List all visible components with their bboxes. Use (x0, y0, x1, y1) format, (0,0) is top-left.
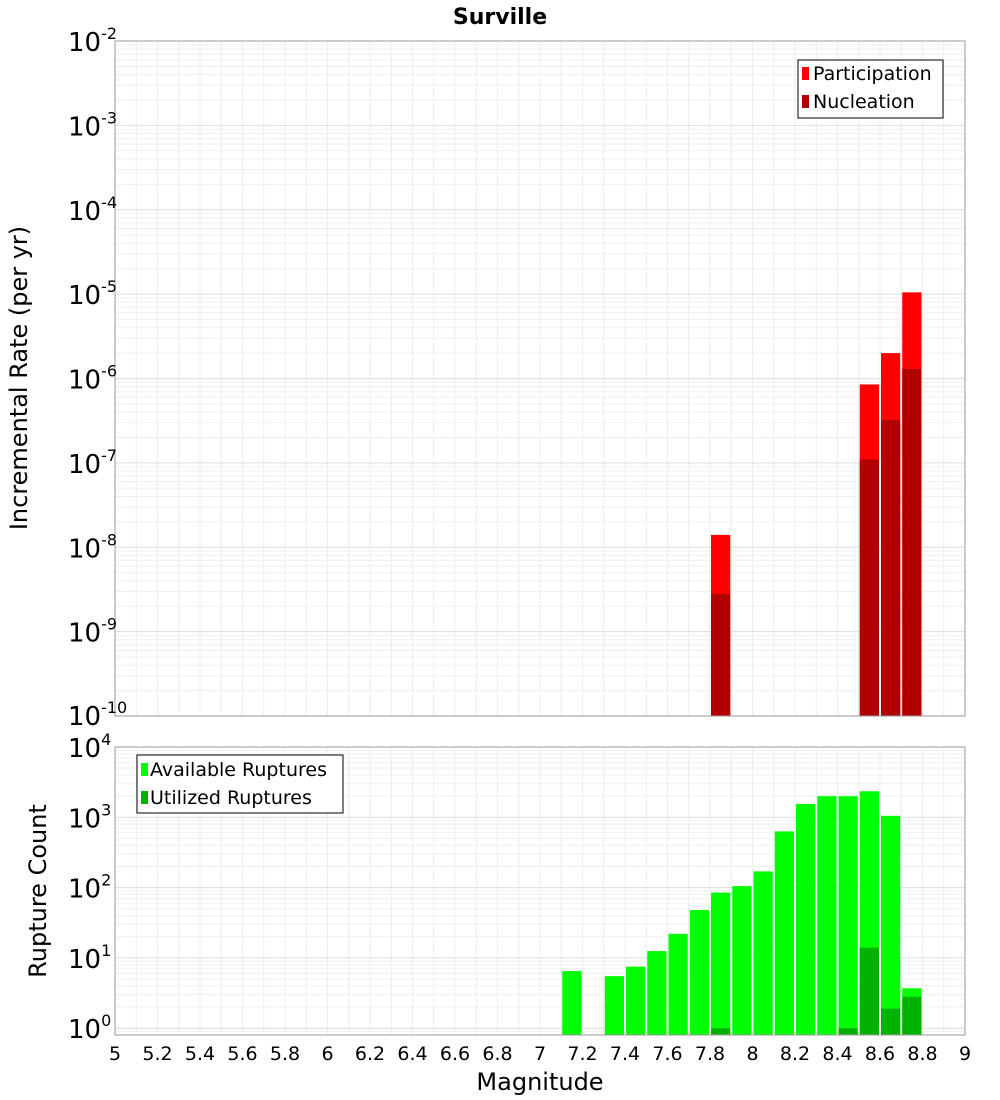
rate-y-tick-label: 10-7 (68, 446, 117, 480)
rate-bar-nucleation (711, 593, 731, 716)
magnitude-x-tick-label: 6.6 (440, 1043, 470, 1065)
count-y-tick-label: 100 (68, 1011, 111, 1045)
rate-legend: Participation Nucleation (797, 59, 944, 119)
magnitude-x-tick-label: 6 (321, 1043, 333, 1065)
count-y-tick-label: 102 (68, 871, 111, 905)
chart-title: Surville (453, 5, 547, 30)
count-bar-available-ruptures (668, 933, 688, 1035)
count-bar-utilized-ruptures (881, 1008, 901, 1035)
count-bar-available-ruptures (796, 803, 816, 1035)
magnitude-x-axis-label: Magnitude (476, 1068, 603, 1096)
count-plot-frame (114, 746, 966, 1036)
count-bar-available-ruptures (711, 892, 731, 1035)
magnitude-x-tick-label: 8.4 (822, 1043, 852, 1065)
rate-plot-frame (114, 40, 966, 717)
count-bar-utilized-ruptures (838, 1028, 858, 1035)
utilized-legend-swatch (141, 791, 148, 804)
count-bar-available-ruptures (817, 796, 837, 1035)
count-y-tick-label: 104 (68, 730, 111, 764)
count-bar-utilized-ruptures (859, 947, 879, 1035)
magnitude-x-tick-label: 9 (959, 1043, 971, 1065)
magnitude-x-tick-label: 6.8 (482, 1043, 512, 1065)
count-bar-available-ruptures (774, 831, 794, 1035)
rate-y-tick-label: 10-8 (68, 530, 117, 564)
rate-y-tick-label: 10-9 (68, 615, 117, 649)
rate-y-axis-label: Incremental Rate (per yr) (5, 226, 33, 530)
count-bar-utilized-ruptures (902, 996, 922, 1035)
rate-y-tick-label: 10-6 (68, 362, 117, 396)
nucleation-legend-label: Nucleation (813, 91, 915, 113)
count-legend-box (136, 754, 344, 814)
magnitude-x-tick-label: 5.6 (227, 1043, 257, 1065)
participation-legend-swatch (802, 67, 809, 80)
count-panel: 100 101 102 103 104 5 5.2 5.4 5.6 5.8 6 6.2 6.4 6.6 6… (24, 730, 971, 1096)
rate-legend-box (797, 59, 944, 119)
participation-legend-label: Participation (813, 63, 932, 85)
magnitude-x-tick-label: 6.4 (397, 1043, 427, 1065)
utilized-legend-label: Utilized Ruptures (150, 787, 312, 809)
count-bar-available-ruptures (732, 886, 752, 1035)
magnitude-x-tick-label: 5.2 (142, 1043, 172, 1065)
magnitude-x-tick-label: 7.2 (567, 1043, 597, 1065)
count-bar-available-ruptures (604, 976, 624, 1035)
rate-y-ticks: 10-10 10-9 10-8 10-7 10-6 10-5 10-4 10-3 10-2 (68, 24, 127, 732)
rate-y-tick-label: 10-10 (68, 698, 127, 732)
rate-bar-nucleation (902, 368, 922, 716)
magnitude-x-tick-label: 8 (746, 1043, 758, 1065)
rate-panel: 10-10 10-9 10-8 10-7 10-6 10-5 10-4 10-3 10-2 In… (5, 24, 966, 732)
rate-bar-nucleation (859, 459, 879, 716)
magnitude-x-tick-label: 5.8 (270, 1043, 300, 1065)
count-bar-available-ruptures (881, 815, 901, 1035)
count-y-axis-label: Rupture Count (24, 804, 52, 978)
count-y-tick-label: 103 (68, 800, 111, 834)
magnitude-x-tick-label: 8.2 (780, 1043, 810, 1065)
magnitude-x-tick-label: 5.4 (185, 1043, 215, 1065)
magnitude-x-tick-label: 7.4 (610, 1043, 640, 1065)
rate-y-tick-label: 10-3 (68, 108, 117, 142)
count-bar-available-ruptures (689, 910, 709, 1035)
rate-y-tick-label: 10-4 (68, 193, 117, 227)
count-bar-available-ruptures (838, 796, 858, 1035)
rate-bar-nucleation (881, 420, 901, 716)
available-legend-swatch (141, 763, 148, 776)
count-bar-available-ruptures (647, 951, 667, 1035)
count-bar-available-ruptures (562, 971, 582, 1035)
count-bars (562, 791, 922, 1035)
available-legend-label: Available Ruptures (150, 759, 327, 781)
count-y-ticks: 100 101 102 103 104 (68, 730, 111, 1045)
magnitude-x-tick-label: 8.6 (865, 1043, 895, 1065)
count-bar-utilized-ruptures (711, 1028, 731, 1035)
magnitude-x-tick-label: 6.2 (355, 1043, 385, 1065)
magnitude-x-tick-label: 7 (534, 1043, 546, 1065)
count-legend: Available Ruptures Utilized Ruptures (136, 754, 344, 814)
magnitude-x-ticks: 5 5.2 5.4 5.6 5.8 6 6.2 6.4 6.6 6.8 7 7.2 7.4 7.6 7.8 8… (109, 1043, 971, 1065)
count-bar-available-ruptures (626, 966, 646, 1035)
magnitude-x-tick-label: 7.8 (695, 1043, 725, 1065)
magnitude-x-tick-label: 7.6 (652, 1043, 682, 1065)
magnitude-x-tick-label: 5 (109, 1043, 121, 1065)
count-bar-available-ruptures (753, 871, 773, 1035)
rate-y-tick-label: 10-5 (68, 277, 117, 311)
rate-grid (114, 41, 966, 717)
rate-bars (711, 292, 922, 716)
nucleation-legend-swatch (802, 95, 809, 108)
count-y-tick-label: 101 (68, 941, 111, 975)
rate-y-tick-label: 10-2 (68, 24, 117, 58)
magnitude-x-tick-label: 8.8 (907, 1043, 937, 1065)
